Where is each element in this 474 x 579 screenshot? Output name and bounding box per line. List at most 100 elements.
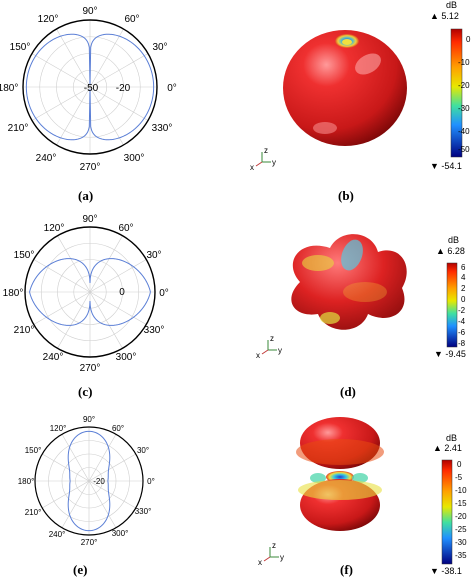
angle-label: 270° [81, 538, 98, 547]
angle-label: 60° [112, 424, 124, 433]
colorbar-tick: -30 [455, 538, 467, 547]
colorbar-b: dB ▲ 5.12 0 -10 -20 -30 -40 -50 ▼ -54.1 [430, 0, 471, 171]
colorbar-tick: 0 [461, 295, 466, 304]
pattern-curve-e [67, 430, 111, 532]
angle-label: 180° [18, 477, 35, 486]
angle-label: 330° [152, 123, 173, 134]
pattern-curve-a [25, 33, 155, 141]
polar-plot-a: 90° 60° 30° 0° 330° 300° 270° 240° 210° … [0, 6, 177, 173]
axis-triad-d: z y x [256, 334, 282, 360]
radial-label: -50 [84, 83, 99, 94]
angle-label: 270° [80, 162, 101, 173]
colorbar-tick: -6 [458, 328, 466, 337]
angle-label: 0° [147, 477, 155, 486]
angle-label: 0° [167, 83, 177, 94]
colorbar-tick: -8 [458, 339, 466, 348]
polar-frame-a [22, 19, 158, 155]
axis-triad-f: z y x [258, 541, 284, 567]
colorbar-tick: 6 [461, 263, 466, 272]
colorbar-tick: -2 [458, 306, 466, 315]
polar-plot-c: 90° 60° 30° 0° 330° 300° 270° 240° 210° … [3, 214, 169, 374]
colorbar-tick: -40 [458, 127, 470, 136]
angle-label: 180° [3, 288, 24, 299]
colorbar-tick: -10 [455, 486, 467, 495]
panel-label-b: (b) [338, 188, 354, 203]
radiation-pattern-3d-b [283, 30, 407, 146]
radial-label: -20 [116, 83, 131, 94]
angle-label: 0° [159, 288, 169, 299]
colorbar-tick: -25 [455, 525, 467, 534]
polar-plot-e: 90° 60° 30° 0° 330° 300° 270° 240° 210° … [18, 415, 155, 547]
pattern-curve-c [29, 258, 151, 326]
radial-label: 0 [119, 287, 125, 298]
grid-spoke [42, 453, 136, 509]
colorbar-tick: -4 [458, 317, 466, 326]
angle-label: 150° [25, 446, 42, 455]
axis-label-y: y [280, 553, 284, 562]
angle-label: 330° [144, 325, 165, 336]
polar-frame-e [34, 426, 144, 536]
angle-label: 210° [8, 123, 29, 134]
angle-label: 240° [49, 530, 66, 539]
angle-label: 240° [43, 352, 64, 363]
colorbar-max: ▲ 6.28 [436, 246, 465, 256]
axis-label-z: z [272, 541, 276, 550]
radiation-pattern-3d-d [291, 234, 407, 330]
colorbar-tick: 0 [466, 35, 471, 44]
axis-label-y: y [278, 346, 282, 355]
radial-label: -20 [93, 477, 105, 486]
angle-label: 210° [25, 508, 42, 517]
colorbar-unit: dB [446, 433, 457, 443]
colorbar-tick: -5 [455, 473, 463, 482]
colorbar-d: dB ▲ 6.28 6 4 2 0 -2 -4 -6 -8 ▼ -9.45 [434, 235, 466, 359]
axis-label-z: z [264, 146, 268, 155]
axis-triad-b: z y x [250, 146, 276, 172]
colorbar-tick: -20 [458, 81, 470, 90]
angle-label: 30° [152, 42, 167, 53]
axis-label-x: x [258, 558, 262, 567]
angle-label: 60° [118, 223, 133, 234]
angle-label: 60° [124, 14, 139, 25]
angle-label: 90° [82, 214, 97, 225]
angle-label: 150° [14, 250, 35, 261]
colorbar-max: ▲ 5.12 [430, 11, 459, 21]
angle-label: 120° [44, 223, 65, 234]
radiation-pattern-3d-f [296, 417, 384, 531]
colorbar-min: ▼ -9.45 [434, 349, 466, 359]
colorbar-unit: dB [448, 235, 459, 245]
colorbar-min: ▼ -38.1 [430, 566, 462, 576]
angle-label: 30° [137, 446, 149, 455]
colorbar-f: dB ▲ 2.41 0 -5 -10 -15 -20 -25 -30 -35 ▼… [430, 433, 467, 576]
panel-label-a: (a) [78, 188, 94, 203]
colorbar-tick: 0 [457, 460, 462, 469]
colorbar-tick: -20 [455, 512, 467, 521]
grid-spoke [33, 259, 147, 325]
panel-label-f: (f) [340, 562, 353, 577]
grid-spoke [31, 53, 149, 121]
angle-label: 300° [124, 153, 145, 164]
axis-label-z: z [270, 334, 274, 343]
angle-label: 240° [36, 153, 57, 164]
colorbar-tick: 2 [461, 284, 466, 293]
colorbar-tick: -15 [455, 499, 467, 508]
angle-label: 90° [83, 415, 95, 424]
angle-label: 150° [10, 42, 31, 53]
polar-frame-c [24, 226, 156, 358]
colorbar-max: ▲ 2.41 [433, 443, 462, 453]
colorbar-unit: dB [446, 0, 457, 10]
angle-label: 30° [146, 250, 161, 261]
colorbar-tick: -50 [458, 145, 470, 154]
angle-label: 120° [38, 14, 59, 25]
angle-label: 180° [0, 83, 18, 94]
axis-label-y: y [272, 158, 276, 167]
angle-label: 270° [80, 363, 101, 374]
axis-label-x: x [250, 163, 254, 172]
colorbar-tick: -35 [455, 551, 467, 560]
panel-label-c: (c) [78, 384, 93, 399]
panel-label-e: (e) [73, 562, 88, 577]
angle-label: 210° [14, 325, 35, 336]
axis-label-x: x [256, 351, 260, 360]
angle-label: 120° [50, 424, 67, 433]
colorbar-tick: 4 [461, 273, 466, 282]
